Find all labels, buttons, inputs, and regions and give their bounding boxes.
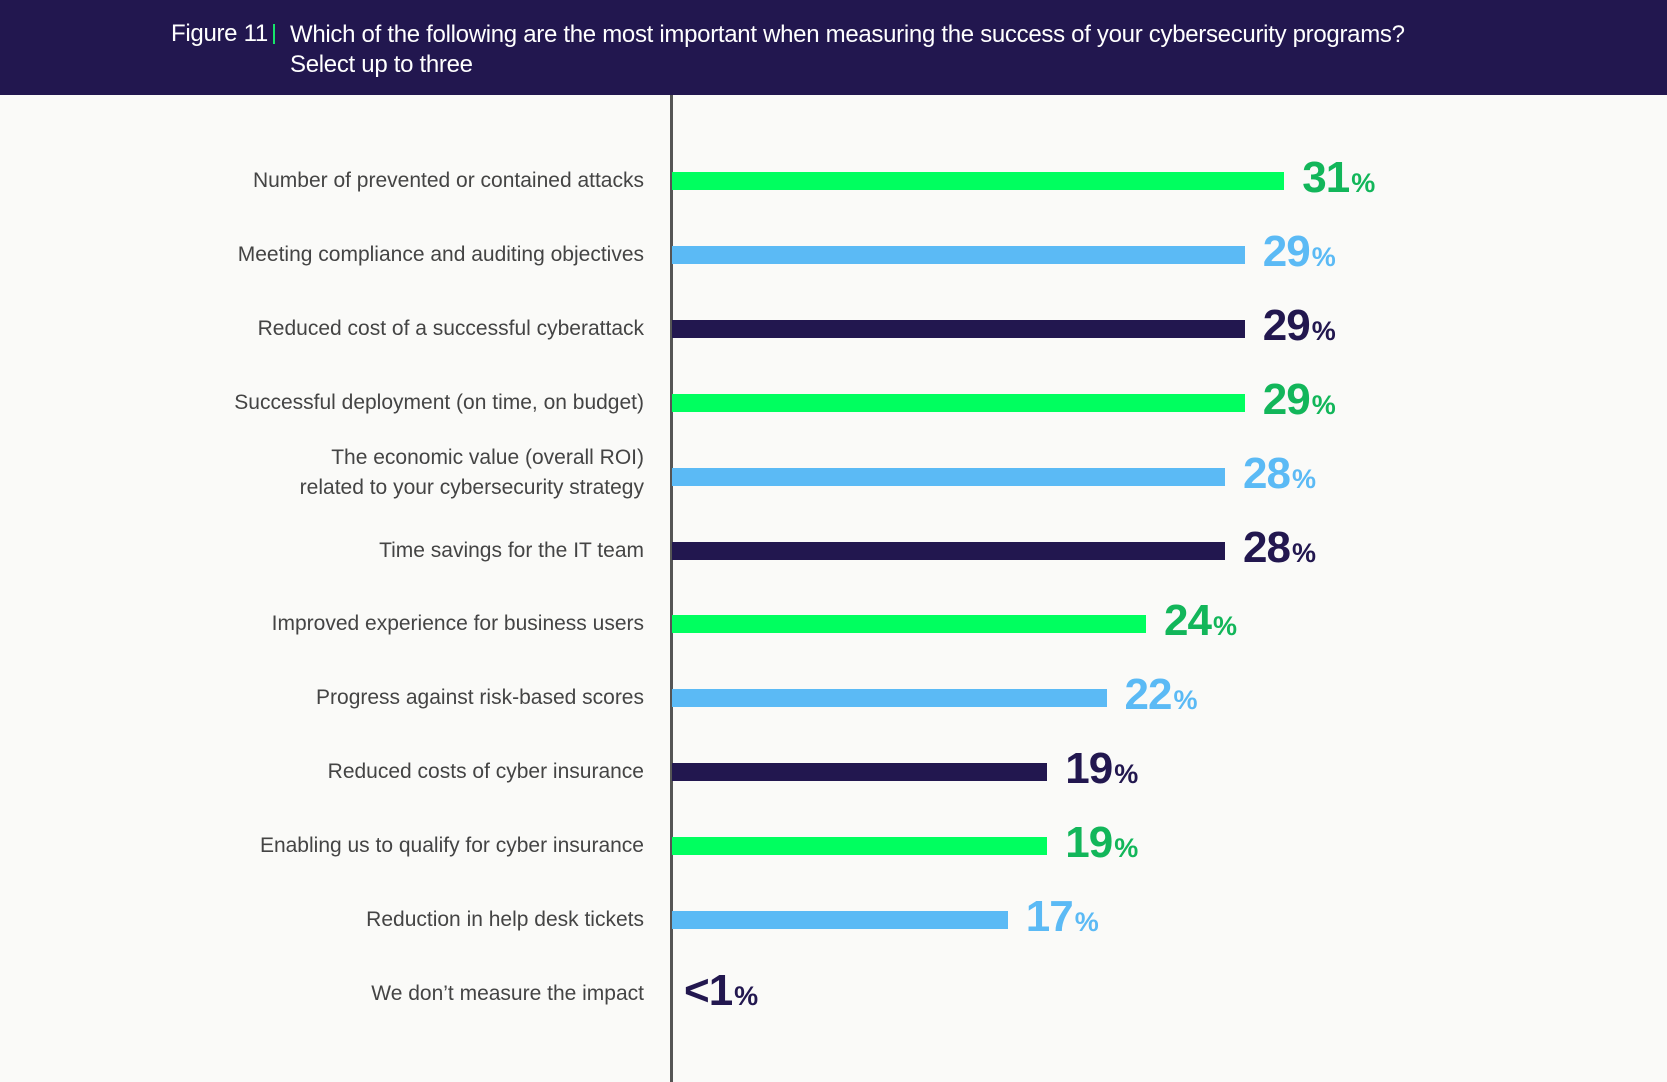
bar: [672, 393, 1245, 412]
data-label: 28%: [1243, 449, 1316, 499]
bar: [672, 911, 1008, 929]
percent-sign: %: [1311, 315, 1336, 346]
category-label: We don’t measure the impact: [371, 981, 644, 1005]
value-number: 19: [1065, 744, 1113, 794]
bar: [672, 689, 1107, 708]
value-number: 29: [1262, 226, 1311, 276]
value-number: 19: [1065, 818, 1113, 868]
bar: [672, 837, 1048, 856]
data-label: 19%: [1065, 818, 1138, 868]
category-label: Time savings for the IT team: [379, 538, 644, 562]
data-label: 31%: [1302, 153, 1375, 203]
category-label: The economic value (overall ROI) related …: [299, 445, 644, 499]
percent-sign: %: [1074, 907, 1099, 937]
data-label: 29%: [1263, 375, 1336, 425]
category-label: Reduction in help desk tickets: [366, 908, 644, 931]
data-label: 22%: [1125, 670, 1198, 720]
percent-sign: %: [1212, 611, 1237, 642]
category-label: Enabling us to qualify for cyber insuran…: [259, 834, 644, 858]
bar: [672, 467, 1225, 486]
figure-number: Figure 11: [171, 20, 268, 47]
data-label: 29%: [1263, 227, 1336, 277]
title-separator: [273, 24, 275, 44]
percent-sign: %: [1173, 685, 1198, 716]
chart-header: Figure 11 Which of the following are the…: [0, 0, 1667, 95]
value-number: 24: [1164, 596, 1212, 646]
question-text: Which of the following are the most impo…: [290, 21, 1405, 48]
category-label: Reduced costs of cyber insurance: [327, 760, 644, 784]
instruction-text: Select up to three: [290, 51, 473, 78]
data-label: 19%: [1065, 744, 1138, 794]
data-label: 28%: [1243, 523, 1316, 573]
percent-sign: %: [1291, 537, 1316, 568]
category-label: Number of prevented or contained attacks: [252, 169, 644, 192]
bar: [672, 172, 1285, 190]
category-label: Reduced cost of a successful cyberattack: [257, 316, 644, 340]
data-label: 29%: [1263, 301, 1336, 351]
value-number: 29: [1262, 300, 1311, 350]
category-label: Improved experience for business users: [271, 612, 644, 636]
percent-sign: %: [1311, 389, 1336, 420]
percent-sign: %: [1291, 463, 1316, 494]
bar: [672, 763, 1048, 782]
category-label: Meeting compliance and auditing objectiv…: [237, 242, 644, 266]
percent-sign: %: [1114, 833, 1139, 864]
category-label: Progress against risk-based scores: [316, 686, 644, 710]
bar: [672, 319, 1245, 338]
value-number: 22: [1124, 670, 1173, 720]
value-number: 17: [1025, 892, 1074, 941]
bar: [672, 245, 1245, 264]
value-number: 31: [1302, 153, 1350, 202]
data-label: 17%: [1026, 892, 1099, 942]
value-number: 28: [1243, 522, 1291, 572]
percent-sign: %: [1114, 759, 1139, 790]
value-number: <1: [684, 965, 733, 1015]
value-number: 28: [1243, 448, 1291, 498]
bar: [672, 541, 1225, 560]
y-axis-line: [670, 95, 673, 1082]
value-number: 29: [1262, 374, 1311, 424]
category-label: Successful deployment (on time, on budge…: [234, 390, 644, 414]
data-label: 24%: [1164, 596, 1237, 646]
chart-title: Which of the following are the most impo…: [290, 20, 1405, 80]
percent-sign: %: [734, 980, 759, 1011]
percent-sign: %: [1311, 241, 1336, 272]
bar: [672, 615, 1146, 634]
percent-sign: %: [1351, 168, 1376, 198]
data-label: <1%: [684, 966, 758, 1016]
